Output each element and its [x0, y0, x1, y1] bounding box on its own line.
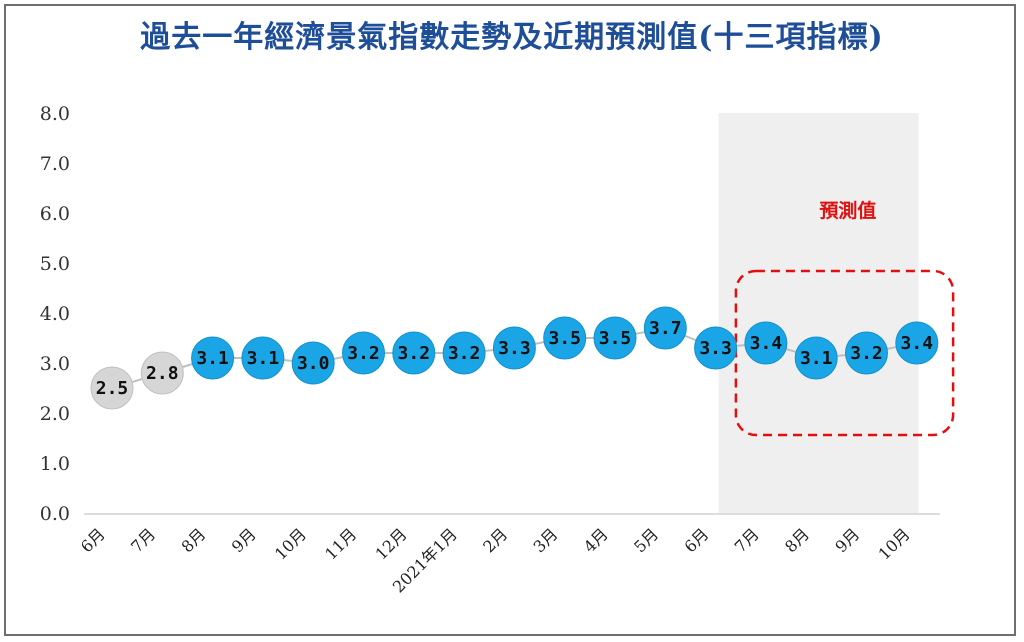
y-tick-label: 0.0	[40, 503, 70, 525]
x-tick-label: 4月	[580, 524, 612, 556]
data-label: 3.0	[297, 353, 330, 374]
x-tick-label: 8月	[177, 524, 209, 556]
x-tick-label: 8月	[781, 524, 813, 556]
y-tick-label: 2.0	[40, 403, 70, 425]
data-point	[794, 336, 838, 380]
y-tick-label: 4.0	[40, 303, 70, 325]
forecast-shade-region	[718, 113, 919, 513]
data-point	[845, 331, 888, 375]
y-tick-label: 1.0	[40, 453, 70, 475]
data-label: 2.8	[146, 363, 179, 384]
data-point	[543, 316, 587, 360]
data-point	[492, 326, 536, 370]
data-label: 3.2	[448, 343, 481, 364]
x-tick-label: 9月	[228, 524, 260, 556]
x-tick-label: 11月	[321, 524, 360, 563]
x-tick-label: 2月	[479, 524, 511, 556]
data-label: 3.5	[548, 328, 581, 349]
data-label: 3.7	[649, 318, 682, 339]
data-point-gray	[90, 366, 134, 410]
data-point	[442, 331, 486, 375]
data-point	[744, 321, 788, 365]
data-label: 3.5	[599, 328, 632, 349]
x-tick-label: 10月	[271, 524, 310, 563]
data-label: 3.3	[699, 338, 732, 359]
y-tick-label: 8.0	[40, 103, 70, 125]
x-tick-label: 7月	[731, 524, 763, 556]
x-tick-label: 7月	[127, 524, 159, 556]
data-point	[593, 316, 637, 360]
data-label: 3.4	[750, 333, 783, 354]
data-label: 3.1	[247, 348, 280, 369]
data-label: 3.1	[800, 348, 833, 369]
x-tick-label: 6月	[77, 524, 109, 556]
data-label: 3.3	[498, 338, 531, 359]
y-tick-label: 6.0	[40, 203, 70, 225]
x-tick-label: 12月	[371, 524, 410, 563]
data-point	[191, 336, 235, 380]
data-label: 3.2	[850, 343, 883, 364]
data-label: 2.5	[96, 378, 129, 399]
data-point	[241, 336, 285, 380]
data-label: 3.2	[347, 343, 380, 364]
data-point	[643, 306, 687, 350]
y-tick-label: 7.0	[40, 153, 70, 175]
data-label: 3.1	[196, 348, 229, 369]
data-point-gray	[140, 351, 184, 395]
data-point	[895, 321, 939, 365]
data-point	[291, 341, 335, 385]
data-point	[694, 326, 738, 370]
x-tick-label: 10月	[874, 524, 913, 563]
x-tick-label: 6月	[680, 524, 712, 556]
chart-title: 過去一年經濟景氣指數走勢及近期預測值(十三項指標)	[140, 20, 884, 55]
y-tick-label: 3.0	[40, 353, 70, 375]
data-point	[392, 331, 436, 375]
x-tick-label: 5月	[630, 524, 662, 556]
data-label: 3.2	[398, 343, 431, 364]
data-label: 3.4	[901, 333, 934, 354]
y-tick-label: 5.0	[40, 253, 70, 275]
forecast-label: 預測值	[819, 199, 876, 222]
x-tick-label: 9月	[831, 524, 863, 556]
data-point	[342, 331, 385, 375]
x-tick-label: 3月	[530, 524, 562, 556]
